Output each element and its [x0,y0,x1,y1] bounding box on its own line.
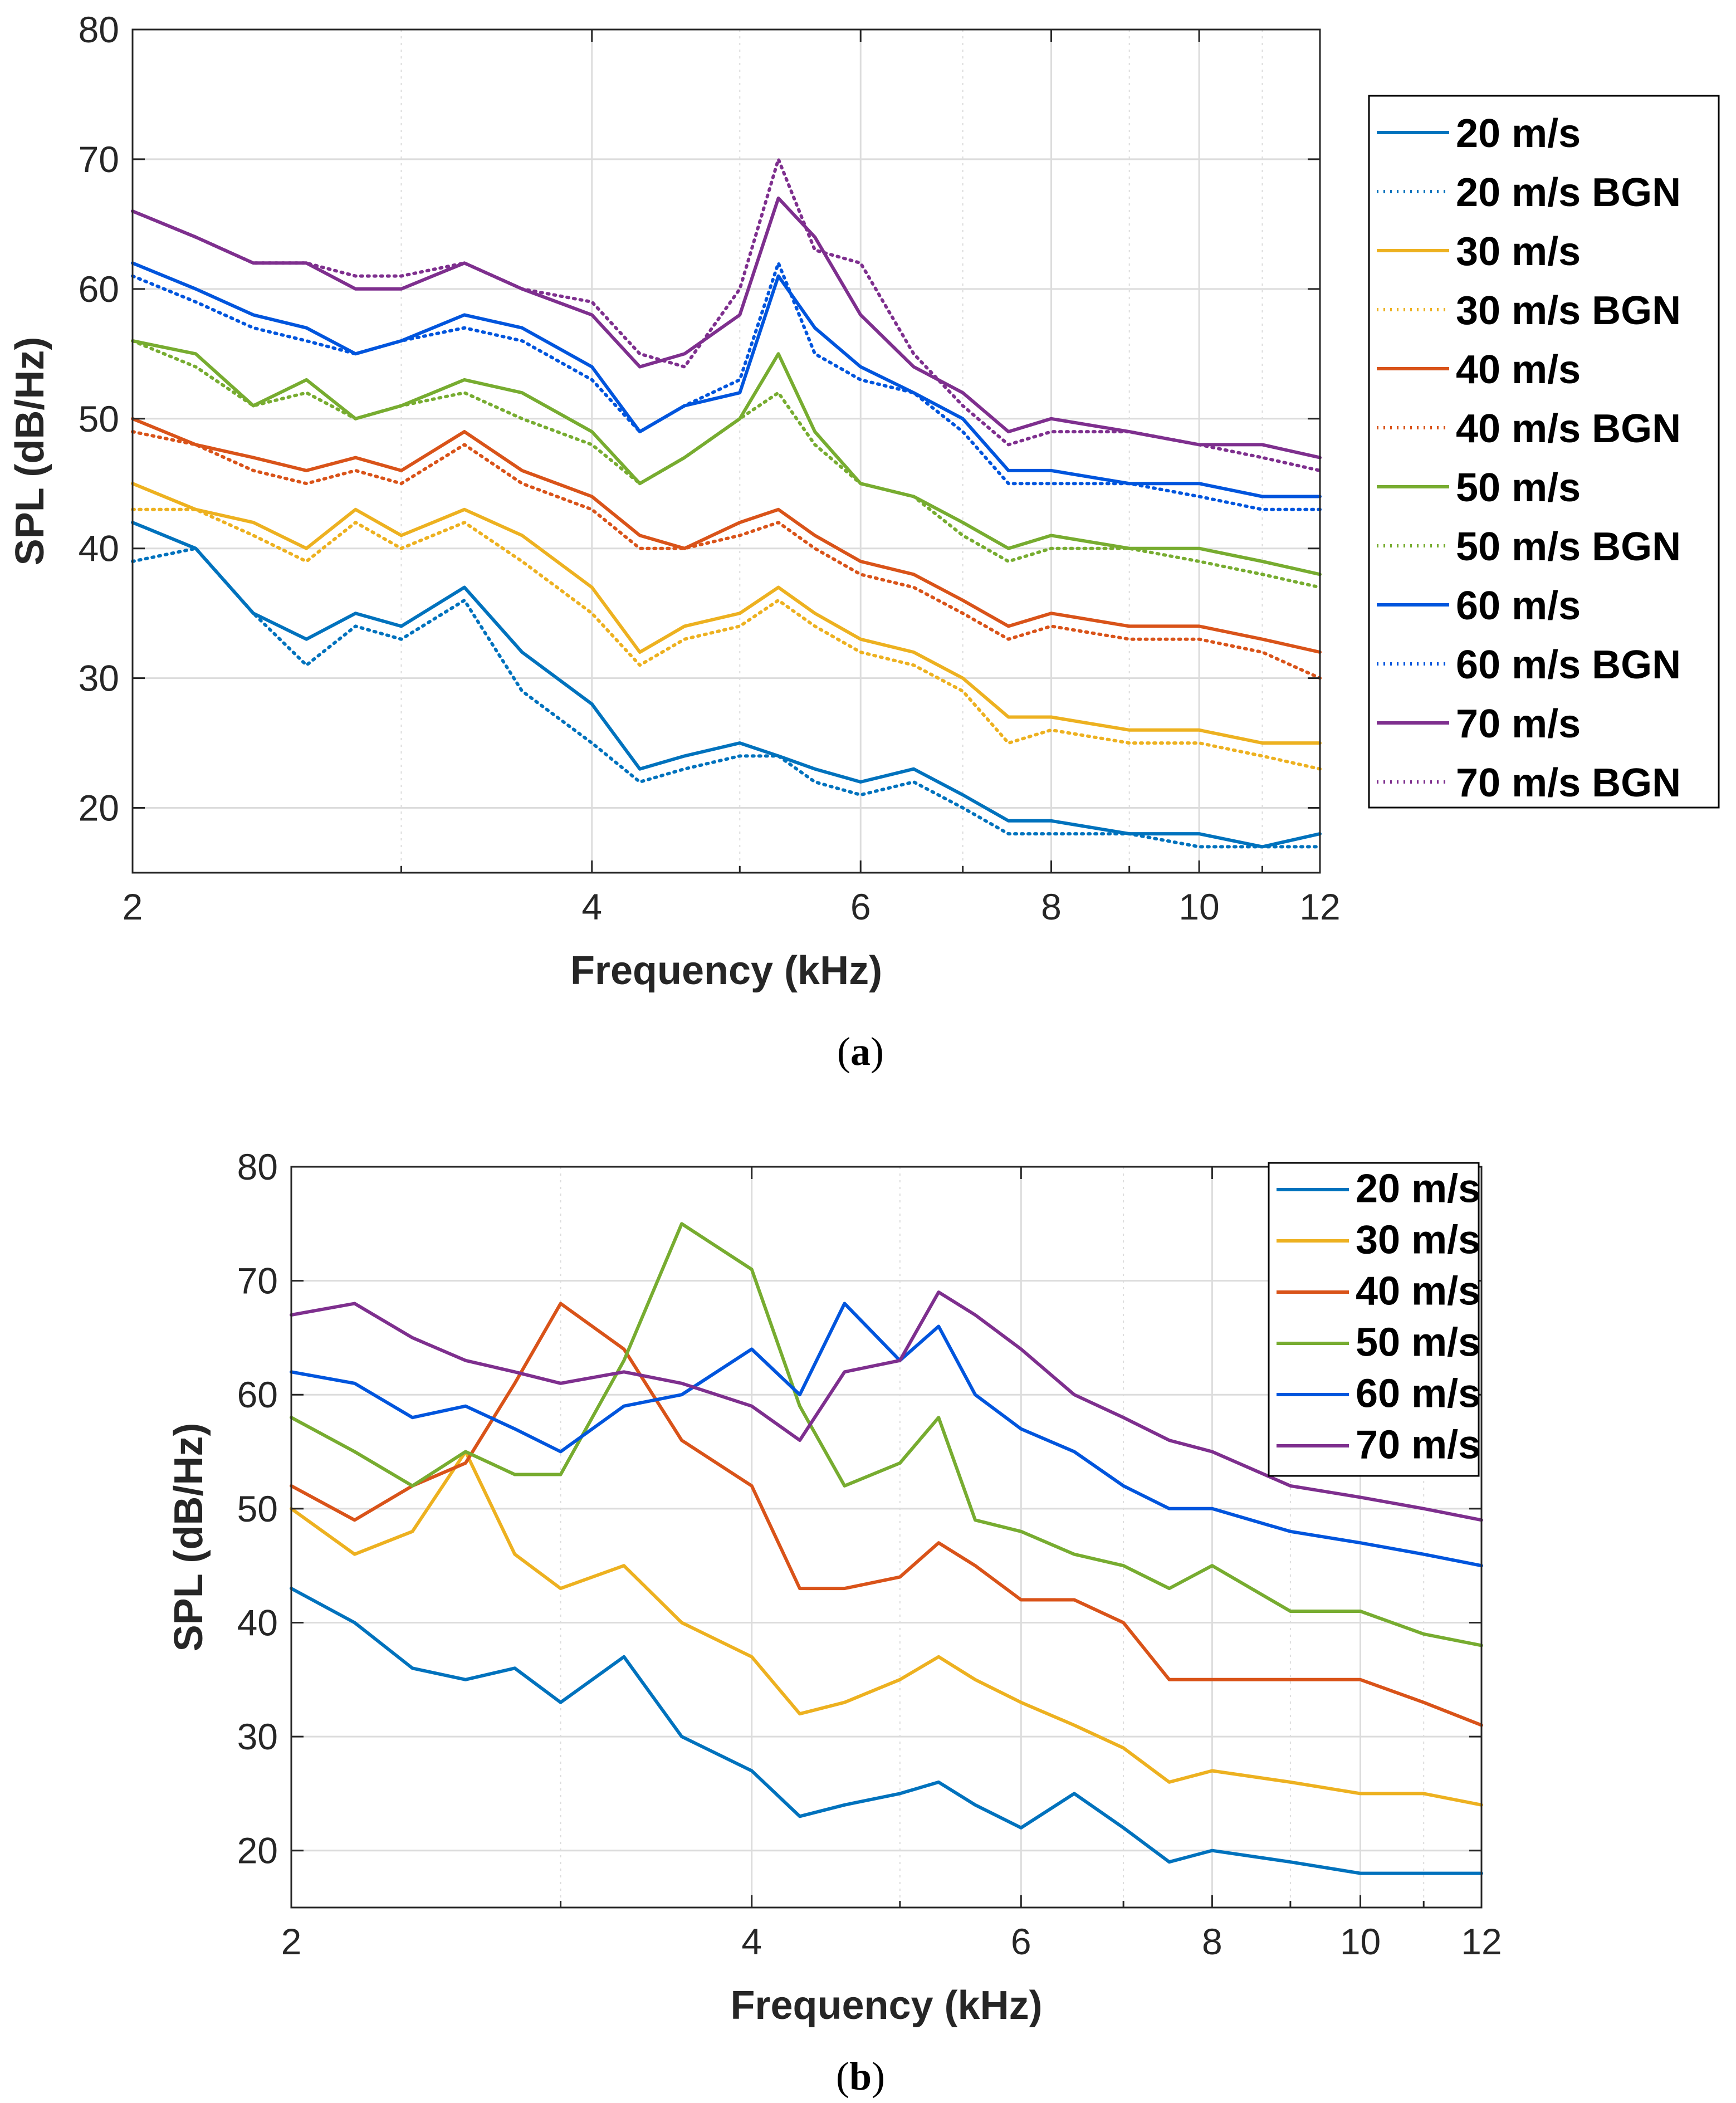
caption-b: (b) [836,2054,885,2099]
legend-box [1268,1162,1480,1477]
y-tick-label: 50 [237,1488,278,1529]
series-40-m-s-bgn [131,430,1322,680]
x-axis-label: Frequency (kHz) [730,1983,1042,2028]
legend-label: 70 m/s BGN [1456,761,1681,805]
y-tick-label: 30 [79,658,119,699]
series-20-m-s-bgn [131,546,1322,849]
y-tick-label: 20 [79,788,119,829]
legend-label: 70 m/s [1456,702,1581,746]
x-tick-label: 4 [581,886,602,927]
y-tick-label: 40 [79,528,119,569]
axes-box [290,1166,1483,1909]
series-20-m-s [131,521,1322,849]
x-tick-label: 2 [281,1921,302,1962]
y-tick-label: 60 [237,1374,278,1415]
series-50-m-s-bgn [131,339,1322,589]
legend: 20 m/s 30 m/s 40 m/s 50 m/s 60 m/s 70 m/s [1268,1162,1480,1477]
y-tick-label: 50 [79,398,119,439]
series-40-m-s [290,1302,1483,1727]
legend-label: 50 m/s [1456,466,1581,510]
legend-label: 70 m/s [1356,1422,1480,1467]
x-tick-label: 10 [1340,1921,1381,1962]
legend-box [1368,95,1720,809]
x-tick-label: 6 [1011,1921,1031,1962]
y-tick-label: 70 [237,1260,278,1302]
y-tick-label: 40 [237,1602,278,1643]
x-tick-label: 4 [741,1921,762,1962]
y-tick-label: 80 [237,1146,278,1187]
series-70-m-s [290,1290,1483,1522]
legend-label: 40 m/s [1456,348,1581,392]
legend-label: 30 m/s [1456,229,1581,274]
caption-a: (a) [837,1029,884,1074]
y-axis-label: SPL (dB/Hz) [167,1423,211,1652]
series-20-m-s [290,1587,1483,1875]
series-30-m-s [131,482,1322,745]
plot-area [133,30,1320,873]
x-tick-label: 12 [1299,886,1340,927]
x-axis-label: Frequency (kHz) [570,948,882,993]
y-tick-label: 80 [79,9,119,50]
series-70-m-s [131,196,1322,459]
legend-label: 20 m/s [1356,1166,1480,1211]
legend-label: 60 m/s [1356,1371,1480,1416]
series-50-m-s [290,1222,1483,1647]
x-tick-label: 6 [850,886,871,927]
legend-label: 50 m/s [1356,1320,1480,1364]
y-tick-label: 30 [237,1716,278,1757]
x-tick-label: 2 [123,886,143,927]
legend-label: 40 m/s [1356,1269,1480,1313]
axes-box [131,28,1321,874]
series-50-m-s [131,339,1322,576]
x-tick-label: 12 [1461,1921,1502,1962]
y-tick-label: 60 [79,268,119,310]
legend-label: 20 m/s BGN [1456,170,1681,215]
legend-label: 30 m/s BGN [1456,288,1681,333]
legend-label: 30 m/s [1356,1217,1480,1262]
y-tick-label: 70 [79,139,119,180]
legend-label: 50 m/s BGN [1456,525,1681,569]
panel-a-chart: 20 30 40 50 60 70 80 2 4 6 8 10 12 Frequency (kHz) SPL… [8,9,1720,993]
series-40-m-s [131,417,1322,654]
panel-b-chart: 20 30 40 50 60 70 80 2 4 6 8 10 12 Frequency (kHz) SPL… [167,1146,1502,2028]
legend-label: 20 m/s [1456,111,1581,156]
legend-label: 60 m/s [1456,584,1581,628]
legend-label: 40 m/s BGN [1456,407,1681,451]
x-tick-label: 8 [1041,886,1062,927]
series-60-m-s [131,261,1322,498]
series-30-m-s-bgn [131,507,1322,771]
series-30-m-s [290,1450,1483,1807]
y-axis-label: SPL (dB/Hz) [8,337,52,566]
legend: 20 m/s 20 m/s BGN 30 m/s 30 m/s BGN 40 m/s 40… [1368,95,1720,809]
legend-label: 60 m/s BGN [1456,643,1681,687]
y-tick-label: 20 [237,1830,278,1871]
series-60-m-s-bgn [131,261,1322,511]
x-tick-label: 10 [1178,886,1219,927]
x-tick-label: 8 [1202,1921,1222,1962]
